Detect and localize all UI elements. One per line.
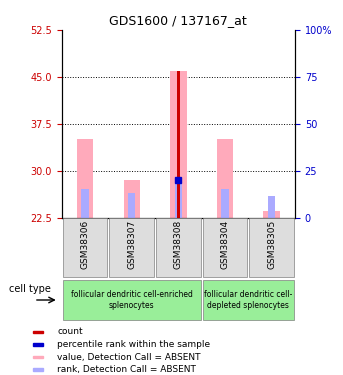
Bar	[170, 70, 187, 217]
Text: GSM38304: GSM38304	[221, 220, 229, 269]
Bar	[123, 180, 140, 218]
Text: GSM38306: GSM38306	[81, 220, 90, 269]
Text: follicular dendritic cell-
depleted splenocytes: follicular dendritic cell- depleted sple…	[204, 290, 293, 310]
Bar	[33, 356, 43, 358]
Text: percentile rank within the sample: percentile rank within the sample	[57, 340, 210, 349]
Text: GSM38308: GSM38308	[174, 220, 183, 269]
Bar	[33, 343, 43, 346]
Text: GSM38305: GSM38305	[267, 220, 276, 269]
Title: GDS1600 / 137167_at: GDS1600 / 137167_at	[109, 15, 247, 27]
FancyBboxPatch shape	[63, 218, 107, 277]
FancyBboxPatch shape	[203, 218, 247, 277]
Bar	[221, 189, 229, 217]
FancyBboxPatch shape	[249, 218, 294, 277]
FancyBboxPatch shape	[156, 218, 201, 277]
Bar	[268, 196, 275, 217]
Text: value, Detection Call = ABSENT: value, Detection Call = ABSENT	[57, 352, 201, 362]
Bar	[177, 70, 180, 217]
FancyBboxPatch shape	[203, 280, 294, 320]
Bar	[263, 211, 280, 217]
FancyBboxPatch shape	[109, 218, 154, 277]
Bar	[175, 180, 182, 218]
Text: rank, Detection Call = ABSENT: rank, Detection Call = ABSENT	[57, 365, 196, 374]
FancyBboxPatch shape	[63, 280, 201, 320]
Text: GSM38307: GSM38307	[127, 220, 136, 269]
Bar	[128, 192, 135, 217]
Bar	[33, 331, 43, 333]
Bar	[217, 140, 233, 218]
Bar	[33, 368, 43, 371]
Text: count: count	[57, 327, 83, 336]
Bar	[77, 140, 93, 218]
Text: cell type: cell type	[9, 284, 51, 294]
Text: follicular dendritic cell-enriched
splenocytes: follicular dendritic cell-enriched splen…	[71, 290, 193, 310]
Bar	[81, 189, 89, 217]
